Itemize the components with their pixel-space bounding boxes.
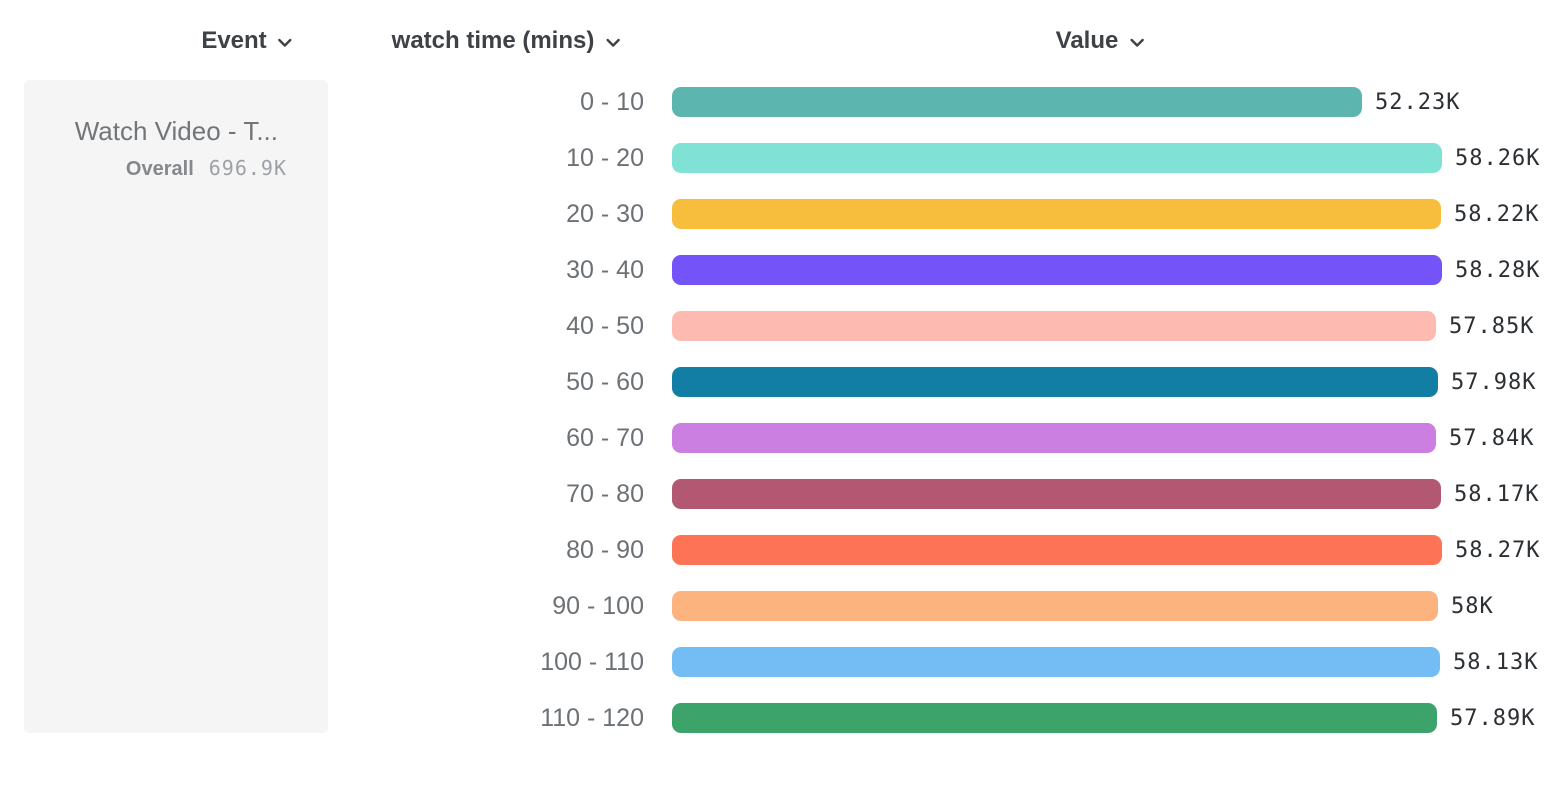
bucket-label: 100 - 110: [540, 648, 644, 676]
bucket-label: 10 - 20: [566, 144, 644, 172]
chart-row: 80 - 90 58.27K: [0, 535, 1568, 565]
bar[interactable]: [672, 87, 1362, 117]
event-column-label: Event: [201, 27, 267, 54]
bar[interactable]: [672, 591, 1438, 621]
bar-value-label: 58.22K: [1454, 202, 1540, 227]
bar-value-label: 58K: [1451, 594, 1494, 619]
bucket-label: 90 - 100: [552, 592, 644, 620]
value-column-label: Value: [1055, 27, 1119, 54]
bar[interactable]: [672, 423, 1436, 453]
chart-row: 60 - 70 57.84K: [0, 423, 1568, 453]
event-card[interactable]: Watch Video - T... Overall 696.9K: [24, 80, 328, 733]
chevron-down-icon: [1129, 38, 1144, 48]
bucket-label: 30 - 40: [566, 256, 644, 284]
bar[interactable]: [672, 311, 1436, 341]
breakdown-column-dropdown[interactable]: watch time (mins): [392, 27, 621, 55]
bar-value-label: 58.26K: [1455, 146, 1541, 171]
overall-row: Overall 696.9K: [126, 156, 287, 181]
bar[interactable]: [672, 255, 1442, 285]
chart-row: 40 - 50 57.85K: [0, 311, 1568, 341]
bar-value-label: 57.85K: [1449, 314, 1535, 339]
bucket-label: 60 - 70: [566, 424, 644, 452]
bar[interactable]: [672, 535, 1442, 565]
bar-value-label: 52.23K: [1375, 90, 1461, 115]
event-column-dropdown[interactable]: Event: [201, 27, 292, 55]
chart-row: 0 - 10 52.23K: [0, 87, 1568, 117]
overall-value: 696.9K: [208, 156, 287, 180]
bar-value-label: 57.84K: [1449, 426, 1535, 451]
bucket-label: 110 - 120: [540, 704, 644, 732]
bucket-label: 40 - 50: [566, 312, 644, 340]
chart-row: 100 - 110 58.13K: [0, 647, 1568, 677]
bar[interactable]: [672, 703, 1437, 733]
bar-value-label: 58.13K: [1453, 650, 1539, 675]
chart-row: 70 - 80 58.17K: [0, 479, 1568, 509]
bar-value-label: 57.89K: [1450, 706, 1536, 731]
bar-value-label: 58.27K: [1455, 538, 1541, 563]
bucket-label: 20 - 30: [566, 200, 644, 228]
bar[interactable]: [672, 199, 1441, 229]
bar[interactable]: [672, 143, 1442, 173]
bar-value-label: 57.98K: [1451, 370, 1537, 395]
chart-row: 20 - 30 58.22K: [0, 199, 1568, 229]
bucket-label: 80 - 90: [566, 536, 644, 564]
bucket-label: 70 - 80: [566, 480, 644, 508]
bar-value-label: 58.28K: [1455, 258, 1541, 283]
value-column-dropdown[interactable]: Value: [1056, 27, 1145, 55]
chevron-down-icon: [278, 38, 293, 48]
overall-label: Overall: [125, 158, 194, 180]
bar[interactable]: [672, 479, 1441, 509]
chart-row: 30 - 40 58.28K: [0, 255, 1568, 285]
chevron-down-icon: [605, 38, 620, 48]
breakdown-column-label: watch time (mins): [391, 27, 595, 54]
bucket-label: 50 - 60: [566, 368, 644, 396]
bar-value-label: 58.17K: [1454, 482, 1540, 507]
chart-row: 110 - 120 57.89K: [0, 703, 1568, 733]
chart-row: 50 - 60 57.98K: [0, 367, 1568, 397]
bar[interactable]: [672, 367, 1438, 397]
bucket-label: 0 - 10: [580, 88, 644, 116]
event-title: Watch Video - T...: [74, 116, 278, 146]
chart-row: 90 - 100 58K: [0, 591, 1568, 621]
chart-row: 10 - 20 58.26K: [0, 143, 1568, 173]
bar[interactable]: [672, 647, 1440, 677]
